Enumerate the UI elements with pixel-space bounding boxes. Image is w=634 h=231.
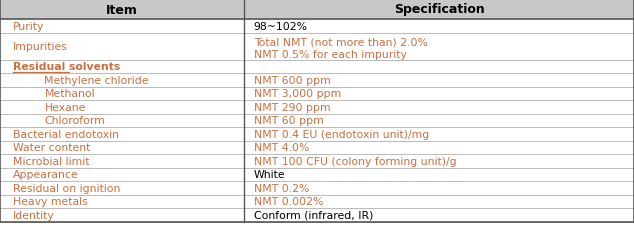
Text: Specification: Specification [394, 3, 484, 16]
Text: NMT 600 ppm: NMT 600 ppm [254, 76, 330, 85]
Text: Identity: Identity [13, 210, 55, 220]
Text: NMT 3,000 ppm: NMT 3,000 ppm [254, 89, 341, 99]
Text: Chloroform: Chloroform [44, 116, 105, 126]
Text: Water content: Water content [13, 143, 90, 153]
Text: Methanol: Methanol [44, 89, 95, 99]
Text: NMT 0.5% for each impurity: NMT 0.5% for each impurity [254, 50, 406, 60]
Text: 98~102%: 98~102% [254, 22, 307, 32]
Text: Bacterial endotoxin: Bacterial endotoxin [13, 129, 119, 139]
Text: NMT 0.4 EU (endotoxin unit)/mg: NMT 0.4 EU (endotoxin unit)/mg [254, 129, 429, 139]
Text: Methylene chloride: Methylene chloride [44, 76, 149, 85]
Text: NMT 60 ppm: NMT 60 ppm [254, 116, 323, 126]
Text: NMT 4.0%: NMT 4.0% [254, 143, 309, 153]
Text: NMT 0.002%: NMT 0.002% [254, 196, 323, 206]
Text: Heavy metals: Heavy metals [13, 196, 87, 206]
Text: Hexane: Hexane [44, 102, 86, 112]
Text: NMT 100 CFU (colony forming unit)/g: NMT 100 CFU (colony forming unit)/g [254, 156, 456, 166]
Text: Conform (infrared, IR): Conform (infrared, IR) [254, 210, 373, 220]
Text: White: White [254, 170, 285, 179]
Text: Microbial limit: Microbial limit [13, 156, 89, 166]
Text: NMT 0.2%: NMT 0.2% [254, 183, 309, 193]
Text: NMT 290 ppm: NMT 290 ppm [254, 102, 330, 112]
Bar [0, 0, 634, 20]
Text: Purity: Purity [13, 22, 44, 32]
Text: Appearance: Appearance [13, 170, 79, 179]
Text: Residual on ignition: Residual on ignition [13, 183, 120, 193]
Text: Total NMT (not more than) 2.0%: Total NMT (not more than) 2.0% [254, 37, 427, 47]
Text: Impurities: Impurities [13, 42, 68, 52]
Text: Residual solvents: Residual solvents [13, 62, 120, 72]
Text: Item: Item [106, 3, 138, 16]
